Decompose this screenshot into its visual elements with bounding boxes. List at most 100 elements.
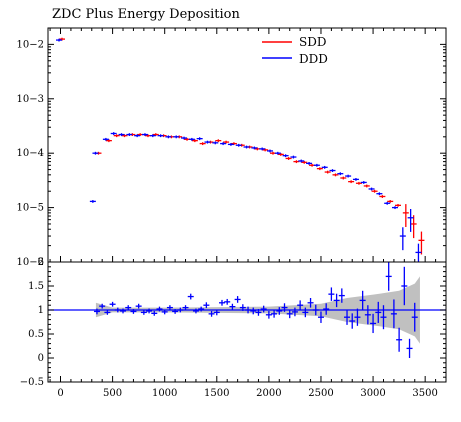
ratio-point — [317, 311, 324, 323]
ratio-point — [229, 303, 236, 310]
data-point-ddd — [181, 136, 188, 140]
data-point-sdd — [324, 170, 331, 174]
data-point-ddd — [306, 161, 313, 165]
ratio-point — [198, 306, 205, 312]
x-tick-label: 2500 — [308, 388, 333, 399]
data-point-sdd — [402, 204, 409, 227]
data-point-ddd — [352, 178, 359, 181]
ratio-point — [156, 306, 163, 312]
x-tick-label: 0 — [57, 388, 63, 399]
ratio-point — [135, 303, 142, 309]
ratio-point — [349, 313, 356, 329]
ratio-point — [99, 303, 106, 309]
ratio-point — [344, 309, 351, 325]
data-point-sdd — [340, 176, 347, 180]
ratio-point — [125, 305, 132, 310]
data-point-ddd — [134, 134, 141, 138]
ratio-point — [151, 310, 158, 316]
top-panel-frame — [47, 27, 447, 263]
data-point-sdd — [348, 180, 355, 184]
y-tick-label: 10−4 — [17, 148, 44, 159]
ratio-point — [302, 307, 309, 318]
data-point-ddd — [259, 147, 266, 151]
ratio-point — [161, 309, 168, 315]
ratio-point — [291, 307, 298, 317]
data-point-sdd — [379, 195, 386, 198]
chart-title: ZDC Plus Energy Deposition — [52, 7, 240, 22]
data-point-ddd — [376, 192, 383, 196]
data-point-ddd — [392, 206, 399, 210]
data-point-sdd — [371, 189, 378, 193]
ratio-series-ddd — [93, 262, 418, 358]
ratio-point — [172, 309, 179, 314]
data-point-ddd — [56, 38, 63, 42]
data-point-sdd — [410, 215, 417, 239]
data-point-sdd — [199, 142, 206, 146]
y-tick-label: 10−2 — [17, 39, 44, 50]
ratio-point — [203, 302, 210, 309]
ratio-point — [140, 310, 147, 315]
ratio-point — [114, 307, 121, 313]
data-point-sdd — [215, 139, 222, 143]
x-tick-label: 2000 — [256, 388, 281, 399]
x-tick-label: 1500 — [204, 388, 229, 399]
data-point-ddd — [368, 187, 375, 191]
ratio-point — [130, 309, 137, 314]
data-point-ddd — [157, 134, 164, 138]
ratio-panel: −0.5 0 0.5 1 1.5 2 — [20, 257, 447, 388]
data-point-ddd — [337, 172, 344, 176]
data-point-ddd — [415, 243, 422, 262]
data-point-ddd — [102, 137, 109, 141]
ratio-point — [109, 301, 116, 307]
ratio-point — [187, 293, 194, 300]
ratio-point — [281, 303, 288, 312]
data-point-ddd — [92, 151, 99, 155]
ratio-point — [250, 307, 257, 315]
data-point-ddd — [89, 200, 96, 203]
data-point-ddd — [274, 151, 281, 155]
ratio-y-tick-label: −0.5 — [20, 377, 44, 388]
data-point-ddd — [345, 174, 352, 178]
ratio-point — [218, 299, 225, 306]
ratio-point — [297, 300, 304, 310]
data-point-ddd — [196, 137, 203, 141]
series-sdd — [59, 37, 425, 255]
ratio-point — [328, 287, 335, 301]
data-point-ddd — [227, 143, 234, 146]
data-point-ddd — [110, 132, 117, 135]
ratio-point — [208, 310, 215, 317]
top-panel: 10−6 10−5 10−4 10−3 10−2 — [17, 27, 447, 268]
ratio-y-tick-label: 2 — [38, 257, 44, 268]
data-point-ddd — [313, 163, 320, 167]
ratio-point — [286, 309, 293, 319]
ratio-point — [177, 307, 184, 313]
ratio-point — [390, 299, 397, 329]
data-point-sdd — [418, 231, 425, 255]
data-point-ddd — [360, 181, 367, 184]
data-point-ddd — [243, 145, 250, 149]
data-point-ddd — [220, 142, 227, 146]
ratio-y-tick-label: 1.5 — [28, 281, 44, 292]
data-point-ddd — [329, 169, 336, 172]
data-point-sdd — [363, 184, 370, 188]
legend: SDD DDD — [262, 35, 328, 66]
data-point-sdd — [387, 200, 394, 203]
data-point-ddd — [126, 133, 133, 137]
y-tick-label: 10−6 — [17, 257, 44, 268]
data-point-ddd — [204, 140, 211, 144]
data-point-ddd — [141, 133, 148, 137]
data-point-ddd — [282, 154, 289, 158]
ratio-point — [245, 306, 252, 314]
series-ddd — [56, 38, 422, 262]
ratio-point — [120, 308, 127, 314]
legend-label-ddd: DDD — [299, 52, 328, 66]
data-point-ddd — [399, 227, 406, 251]
data-point-sdd — [285, 157, 292, 160]
data-point-ddd — [407, 208, 414, 232]
ratio-point — [401, 266, 408, 306]
data-point-sdd — [113, 134, 120, 138]
data-point-ddd — [290, 155, 297, 159]
ratio-point — [354, 308, 361, 326]
ratio-point — [265, 310, 272, 319]
